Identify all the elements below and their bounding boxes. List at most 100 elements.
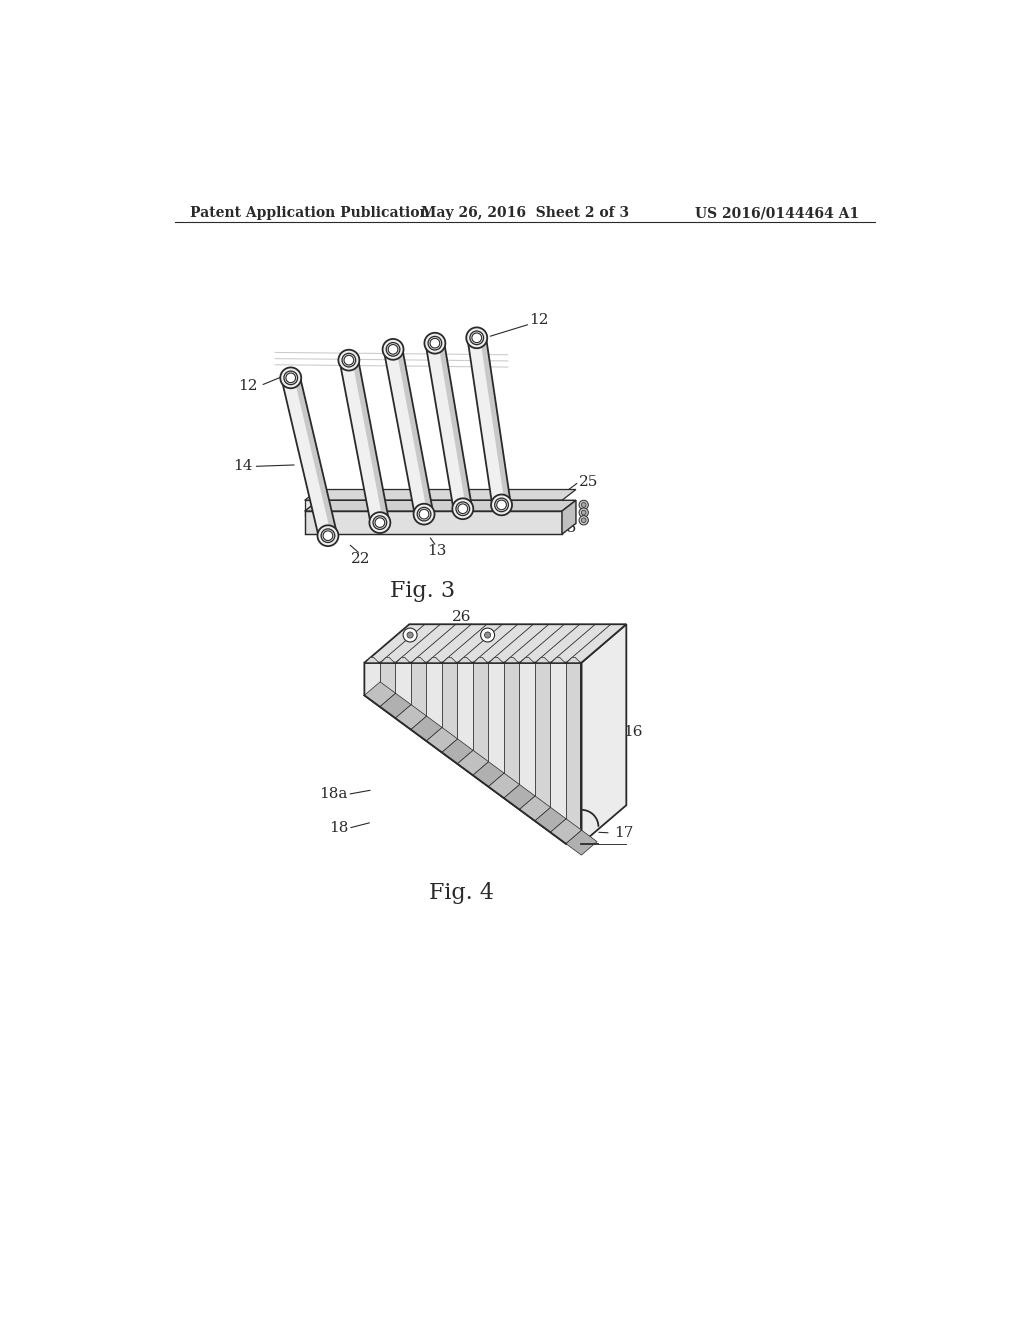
Polygon shape [411, 715, 442, 741]
Polygon shape [551, 657, 565, 663]
Polygon shape [519, 796, 551, 821]
Circle shape [466, 327, 487, 348]
Polygon shape [365, 663, 380, 696]
Text: 17: 17 [614, 826, 634, 840]
Polygon shape [458, 663, 473, 764]
Circle shape [484, 632, 490, 638]
Circle shape [492, 495, 512, 515]
Polygon shape [365, 624, 627, 663]
Circle shape [453, 499, 473, 519]
Polygon shape [489, 657, 503, 663]
Polygon shape [426, 342, 472, 511]
Polygon shape [582, 624, 627, 843]
Polygon shape [566, 657, 581, 663]
Circle shape [582, 511, 586, 515]
Text: 13: 13 [427, 544, 446, 558]
Text: US 2016/0144464 A1: US 2016/0144464 A1 [695, 206, 859, 220]
Polygon shape [305, 490, 575, 500]
Polygon shape [427, 657, 441, 663]
Polygon shape [519, 663, 535, 809]
Polygon shape [294, 376, 337, 535]
Circle shape [286, 374, 296, 383]
Text: 22: 22 [351, 552, 371, 566]
Polygon shape [305, 500, 562, 516]
Polygon shape [562, 500, 575, 535]
Polygon shape [438, 342, 472, 508]
Circle shape [317, 525, 338, 546]
Circle shape [419, 510, 429, 519]
Text: 16: 16 [624, 725, 643, 739]
Text: 12: 12 [239, 379, 258, 392]
Polygon shape [535, 808, 566, 833]
Polygon shape [474, 657, 487, 663]
Polygon shape [468, 337, 511, 507]
Polygon shape [442, 739, 473, 764]
Circle shape [582, 503, 586, 507]
Circle shape [470, 331, 483, 345]
Circle shape [386, 343, 400, 356]
Polygon shape [488, 774, 519, 799]
Circle shape [375, 517, 385, 528]
Polygon shape [395, 663, 411, 718]
Polygon shape [520, 657, 535, 663]
Circle shape [424, 333, 445, 354]
Polygon shape [395, 705, 427, 730]
Circle shape [579, 516, 589, 525]
Circle shape [495, 498, 508, 512]
Polygon shape [566, 663, 582, 843]
Polygon shape [352, 359, 389, 521]
Circle shape [344, 355, 353, 364]
Polygon shape [480, 337, 511, 504]
Text: May 26, 2016  Sheet 2 of 3: May 26, 2016 Sheet 2 of 3 [421, 206, 629, 220]
Polygon shape [365, 682, 395, 706]
Text: 14: 14 [232, 459, 253, 474]
Circle shape [324, 531, 333, 540]
Polygon shape [504, 663, 519, 799]
Polygon shape [550, 663, 566, 833]
Polygon shape [536, 657, 550, 663]
Circle shape [322, 529, 335, 543]
Circle shape [472, 333, 481, 343]
Polygon shape [504, 784, 536, 809]
Polygon shape [340, 359, 389, 524]
Circle shape [417, 507, 431, 521]
Circle shape [430, 338, 439, 348]
Circle shape [407, 632, 414, 638]
Circle shape [383, 339, 403, 360]
Circle shape [579, 500, 589, 510]
Circle shape [497, 500, 507, 510]
Text: 25: 25 [580, 475, 599, 488]
Polygon shape [488, 663, 504, 787]
Text: 26: 26 [452, 610, 471, 623]
Polygon shape [282, 376, 337, 537]
Polygon shape [458, 657, 472, 663]
Text: 18: 18 [329, 821, 348, 836]
Circle shape [373, 516, 387, 529]
Text: 18a: 18a [319, 788, 347, 801]
Polygon shape [396, 347, 433, 513]
Circle shape [388, 345, 398, 354]
Polygon shape [458, 750, 488, 775]
Polygon shape [473, 663, 488, 775]
Circle shape [342, 354, 355, 367]
Polygon shape [473, 762, 504, 787]
Polygon shape [566, 830, 597, 855]
Polygon shape [366, 657, 379, 663]
Polygon shape [550, 818, 582, 843]
Polygon shape [305, 500, 575, 511]
Circle shape [458, 504, 468, 513]
Polygon shape [380, 663, 395, 706]
Text: 12: 12 [605, 627, 625, 642]
Text: Fig. 4: Fig. 4 [429, 882, 494, 904]
Text: 12: 12 [529, 313, 549, 327]
Circle shape [480, 628, 495, 642]
Polygon shape [442, 657, 457, 663]
Polygon shape [426, 727, 458, 752]
Polygon shape [396, 657, 410, 663]
Circle shape [370, 512, 390, 533]
Circle shape [579, 508, 589, 517]
Polygon shape [412, 657, 426, 663]
Circle shape [338, 350, 359, 371]
Circle shape [428, 337, 441, 350]
Polygon shape [505, 657, 518, 663]
